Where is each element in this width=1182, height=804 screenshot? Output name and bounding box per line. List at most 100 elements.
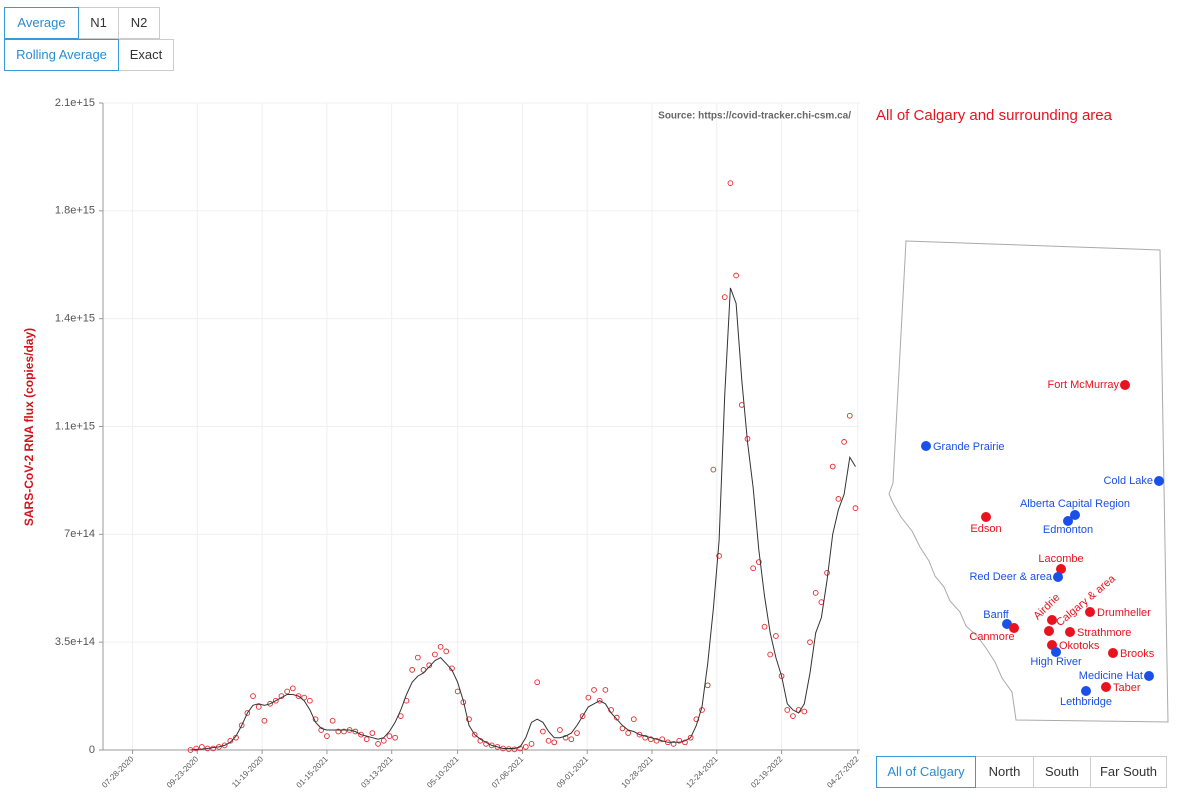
site-marker[interactable]	[1108, 648, 1118, 658]
signal-button[interactable]: N1	[78, 7, 119, 39]
data-point	[653, 737, 660, 744]
smoothing-button[interactable]: Rolling Average	[4, 39, 119, 71]
data-point	[426, 662, 433, 669]
data-point	[670, 740, 677, 747]
region-button[interactable]: Far South	[1090, 756, 1167, 788]
data-point	[716, 553, 722, 559]
data-point	[221, 742, 228, 749]
data-point	[318, 727, 325, 733]
site-label: Canmore	[969, 631, 1014, 643]
data-point	[841, 439, 847, 445]
site-label: Banff	[983, 609, 1009, 621]
data-point	[784, 707, 791, 713]
data-point	[227, 737, 234, 744]
smoothing-button[interactable]: Exact	[118, 39, 174, 71]
data-point	[767, 651, 774, 658]
data-point	[375, 740, 381, 747]
site-marker[interactable]	[1085, 607, 1095, 617]
data-point	[852, 505, 859, 511]
data-point	[807, 639, 813, 646]
site-marker[interactable]	[1144, 671, 1154, 681]
data-point	[267, 700, 273, 707]
y-axis-title: SARS-CoV-2 RNA flux (copies/day)	[22, 328, 36, 526]
data-point	[562, 734, 569, 741]
signal-button[interactable]: N2	[118, 7, 160, 39]
site-label: Medicine Hat	[1079, 670, 1143, 682]
data-point	[289, 685, 296, 692]
data-point	[630, 716, 637, 723]
data-point	[409, 667, 416, 673]
data-point	[505, 746, 512, 752]
data-point	[835, 496, 842, 502]
x-tick-label: 12-24-2021	[684, 754, 720, 790]
data-point	[414, 654, 421, 661]
data-point	[824, 569, 830, 576]
data-point	[648, 736, 654, 743]
data-point	[380, 737, 387, 744]
data-point	[301, 694, 308, 701]
site-marker[interactable]	[921, 441, 931, 451]
data-point	[352, 728, 359, 735]
region-button[interactable]: North	[975, 756, 1034, 788]
data-point	[642, 734, 649, 741]
data-point	[704, 682, 711, 689]
site-marker[interactable]	[1009, 623, 1019, 633]
site-label: Lacombe	[1038, 553, 1083, 565]
data-point	[471, 731, 478, 738]
site-label: Edson	[970, 523, 1001, 535]
data-point	[710, 466, 717, 473]
data-point	[329, 717, 336, 724]
data-point	[488, 742, 495, 749]
data-point	[545, 737, 552, 744]
data-point	[579, 713, 586, 719]
site-marker[interactable]	[1065, 627, 1075, 637]
data-point	[358, 731, 364, 738]
data-point	[540, 728, 546, 735]
site-marker[interactable]	[1056, 564, 1066, 574]
data-point	[574, 730, 580, 736]
site-marker[interactable]	[1053, 572, 1063, 582]
site-marker[interactable]	[1070, 510, 1080, 520]
data-point	[585, 694, 592, 701]
data-point	[522, 744, 529, 750]
site-marker[interactable]	[1063, 516, 1073, 526]
site-marker[interactable]	[1101, 682, 1111, 692]
data-point	[761, 623, 768, 630]
region-button[interactable]: All of Calgary	[876, 756, 976, 788]
region-button[interactable]: South	[1033, 756, 1091, 788]
site-marker[interactable]	[1120, 380, 1130, 390]
data-point	[790, 713, 796, 719]
site-marker[interactable]	[1047, 615, 1057, 625]
data-point	[443, 648, 450, 655]
site-marker[interactable]	[1081, 686, 1091, 696]
site-label: Lethbridge	[1060, 696, 1112, 708]
data-point	[534, 679, 541, 686]
data-point	[551, 739, 558, 746]
y-tick-label: 1.1e+15	[55, 420, 95, 432]
site-label: Edmonton	[1043, 524, 1093, 536]
data-point	[528, 740, 535, 747]
site-marker[interactable]	[1154, 476, 1164, 486]
site-marker[interactable]	[1051, 647, 1061, 657]
data-point	[392, 734, 398, 741]
site-label: Alberta Capital Region	[1020, 498, 1130, 510]
site-label: Okotoks	[1059, 640, 1100, 652]
data-point	[307, 697, 313, 704]
site-marker[interactable]	[1044, 626, 1054, 636]
site-label: Red Deer & area	[969, 571, 1052, 583]
site-label: Grande Prairie	[933, 441, 1005, 453]
data-point	[363, 736, 370, 743]
site-marker[interactable]	[981, 512, 991, 522]
data-point	[591, 687, 597, 693]
data-point	[250, 693, 256, 699]
signal-button[interactable]: Average	[4, 7, 79, 39]
data-point	[687, 734, 694, 741]
data-point	[369, 730, 376, 736]
data-point	[432, 651, 438, 658]
site-label: Strathmore	[1077, 627, 1131, 639]
x-tick-label: 07-06-2021	[490, 754, 526, 790]
data-point	[511, 746, 518, 753]
data-point	[284, 688, 290, 695]
source-note: Source: https://covid-tracker.chi-csm.ca…	[658, 111, 851, 122]
